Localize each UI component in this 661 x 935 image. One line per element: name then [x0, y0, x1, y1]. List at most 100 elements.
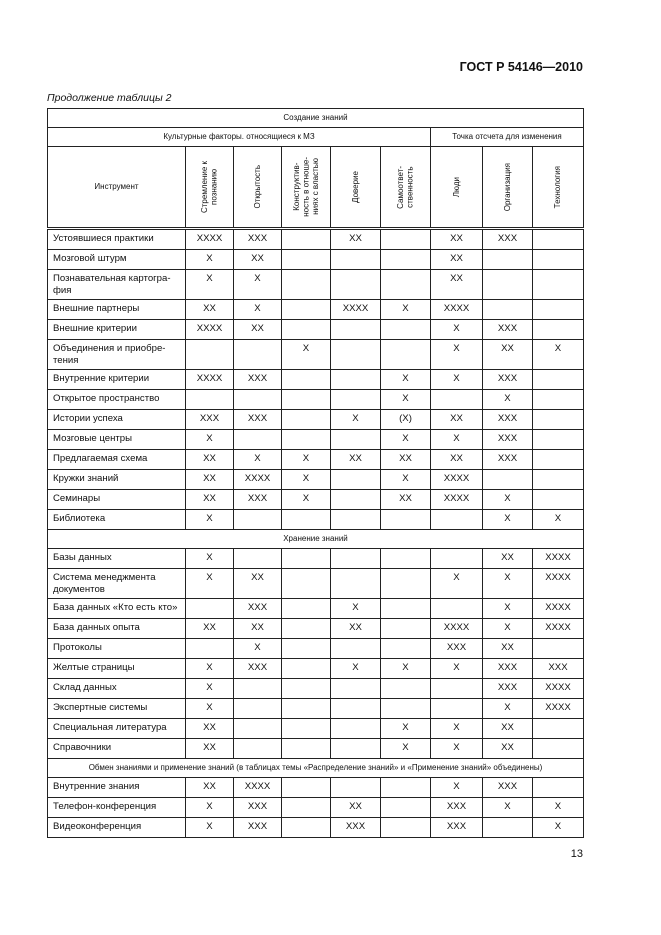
- rating-cell: [531, 777, 585, 798]
- rating-cell: (X): [380, 409, 431, 430]
- rating-cell: [380, 638, 431, 659]
- rating-cell: X: [531, 509, 585, 530]
- column-header: Самоответ- ственность: [380, 146, 431, 230]
- table-row: Базы данных X XX XXXX: [47, 548, 585, 569]
- rating-cell: XXX: [482, 429, 533, 450]
- instrument-name: Открытое пространство: [47, 389, 186, 410]
- rating-cell: X: [233, 449, 282, 470]
- column-header-label: Доверие: [350, 171, 360, 203]
- instrument-name: Специальная литература: [47, 718, 186, 739]
- column-header-label: Открытость: [252, 165, 262, 209]
- rating-cell: X: [380, 738, 431, 759]
- rating-cell: XX: [482, 718, 533, 739]
- rating-cell: [233, 718, 282, 739]
- rating-cell: X: [330, 658, 381, 679]
- rating-cell: XX: [430, 228, 483, 250]
- rating-cell: [380, 319, 431, 340]
- rating-cell: XX: [482, 339, 533, 370]
- table-row: Истории успеха XXX XXX X (X) XX XXX: [47, 409, 585, 430]
- rating-cell: XX: [430, 269, 483, 300]
- rating-cell: [380, 678, 431, 699]
- rating-cell: XXXX: [531, 618, 585, 639]
- rating-cell: [281, 678, 331, 699]
- rating-cell: [380, 817, 431, 838]
- table-row: База данных «Кто есть кто» XXX X X XXXX: [47, 598, 585, 619]
- table-row: Протоколы X XXX XX: [47, 638, 585, 659]
- rating-cell: XX: [330, 618, 381, 639]
- rating-cell: X: [281, 489, 331, 510]
- rating-cell: [330, 509, 381, 530]
- rating-cell: XX: [185, 469, 234, 490]
- rating-cell: X: [482, 568, 533, 599]
- column-header: Конструктив- ность в отноше- ниях с влас…: [281, 146, 331, 230]
- rating-cell: X: [185, 698, 234, 719]
- table-row: Внешние критерии XXXX XX X XXX: [47, 319, 585, 340]
- rating-cell: [281, 319, 331, 340]
- instrument-name: Предлагаемая схема: [47, 449, 186, 470]
- rating-cell: [380, 598, 431, 619]
- rating-cell: X: [430, 429, 483, 450]
- rating-cell: XXX: [233, 409, 282, 430]
- rating-cell: [185, 598, 234, 619]
- table-row: Склад данных X XXX XXXX: [47, 678, 585, 699]
- rating-cell: [233, 678, 282, 699]
- table-row: Желтые страницы X XXX X X X XXX XXX: [47, 658, 585, 679]
- rating-cell: X: [185, 797, 234, 818]
- rating-cell: [233, 548, 282, 569]
- rating-cell: XXX: [233, 228, 282, 250]
- rating-cell: [330, 718, 381, 739]
- rating-cell: X: [233, 638, 282, 659]
- rating-cell: [531, 389, 585, 410]
- rating-cell: X: [482, 618, 533, 639]
- rating-cell: [330, 738, 381, 759]
- standard-number: ГОСТ Р 54146—2010: [459, 60, 583, 74]
- rating-cell: X: [330, 409, 381, 430]
- instrument-name: Справочники: [47, 738, 186, 759]
- rating-cell: XX: [430, 409, 483, 430]
- rating-cell: [531, 409, 585, 430]
- rating-cell: [281, 658, 331, 679]
- rating-cell: [531, 718, 585, 739]
- rating-cell: [281, 548, 331, 569]
- rating-cell: XX: [185, 449, 234, 470]
- rating-cell: XX: [482, 638, 533, 659]
- rating-cell: XXXX: [185, 228, 234, 250]
- rating-cell: XXXX: [233, 469, 282, 490]
- column-header-label: Самоответ- ственность: [396, 165, 415, 209]
- rating-cell: [380, 249, 431, 270]
- rating-cell: [482, 249, 533, 270]
- table-row: Внутренние критерии XXXX XXX X X XXX: [47, 369, 585, 390]
- rating-cell: XX: [185, 777, 234, 798]
- rating-cell: X: [185, 509, 234, 530]
- rating-cell: [330, 489, 381, 510]
- rating-cell: [531, 269, 585, 300]
- instrument-name: Мозговой штурм: [47, 249, 186, 270]
- rating-cell: [380, 228, 431, 250]
- rating-cell: [531, 738, 585, 759]
- rating-cell: XXXX: [430, 469, 483, 490]
- rating-cell: XXXX: [185, 369, 234, 390]
- rating-cell: XX: [185, 299, 234, 320]
- rating-cell: XX: [380, 449, 431, 470]
- rating-cell: XXX: [430, 817, 483, 838]
- rating-cell: [281, 228, 331, 250]
- rating-cell: XXX: [482, 228, 533, 250]
- rating-cell: [330, 568, 381, 599]
- rating-cell: [380, 618, 431, 639]
- column-header-label: Стремление к познанию: [200, 160, 219, 213]
- rating-cell: [281, 269, 331, 300]
- rating-cell: [482, 469, 533, 490]
- rating-cell: [281, 429, 331, 450]
- rating-cell: X: [380, 658, 431, 679]
- rating-cell: XXX: [482, 658, 533, 679]
- rating-cell: [531, 638, 585, 659]
- instrument-name: Внешние партнеры: [47, 299, 186, 320]
- rating-cell: X: [482, 797, 533, 818]
- rating-cell: X: [380, 369, 431, 390]
- rating-cell: [281, 509, 331, 530]
- rating-cell: XXX: [330, 817, 381, 838]
- rating-cell: X: [185, 548, 234, 569]
- rating-cell: XX: [185, 618, 234, 639]
- column-header-label: Организация: [502, 162, 512, 212]
- rating-cell: X: [482, 598, 533, 619]
